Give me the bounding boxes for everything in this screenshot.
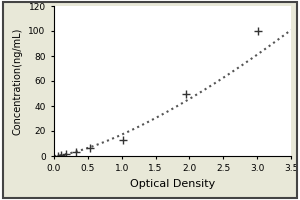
X-axis label: Optical Density: Optical Density	[130, 179, 215, 189]
Y-axis label: Concentration(ng/mL): Concentration(ng/mL)	[13, 27, 23, 135]
